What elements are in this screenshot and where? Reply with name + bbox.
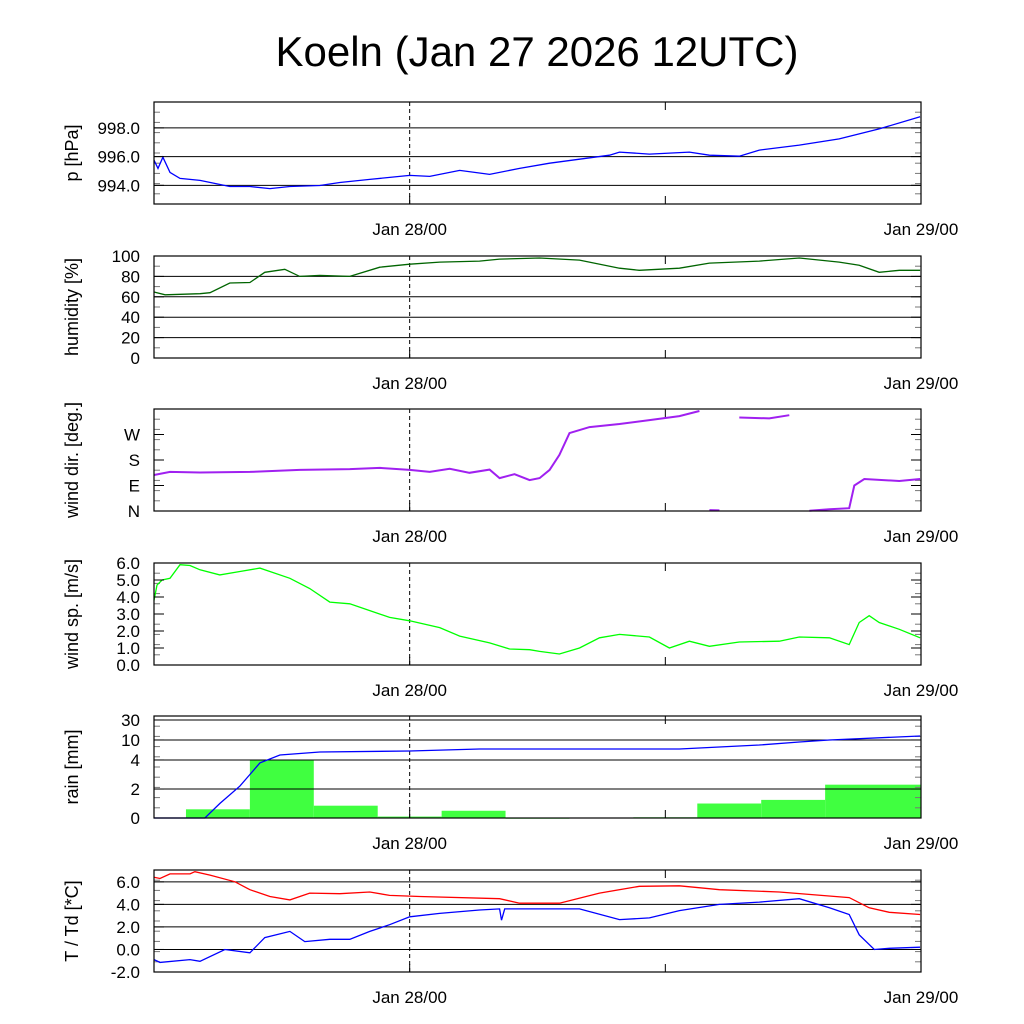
x-tick-label: Jan 29/00 — [884, 374, 959, 393]
windspeed-line-0 — [153, 564, 921, 655]
rain-bar-4 — [441, 810, 506, 818]
chart-title: Koeln (Jan 27 2026 12UTC) — [276, 28, 799, 75]
y-tick-label: 4 — [131, 751, 140, 770]
y-tick-label: 2.0 — [116, 622, 140, 641]
x-tick-label: Jan 28/00 — [372, 834, 447, 853]
winddir-line-0-seg3 — [809, 477, 921, 512]
x-tick-label: Jan 29/00 — [884, 834, 959, 853]
x-tick-label: Jan 28/00 — [372, 374, 447, 393]
y-tick-label: 40 — [121, 308, 140, 327]
y-axis-label: p [hPa] — [62, 124, 82, 181]
plot-frame — [153, 255, 922, 359]
plot-frame — [153, 101, 922, 205]
temperature-line-1 — [153, 898, 921, 964]
y-tick-label: 4.0 — [116, 588, 140, 607]
y-tick-label: 100 — [112, 247, 140, 266]
y-axis-label: wind sp. [m/s] — [62, 559, 82, 670]
panel-pressure: 994.0 996.0 998.0 Jan 28/00 Jan 29/00 p [hPa] — [62, 101, 959, 239]
plot-frame — [153, 562, 922, 666]
x-tick-label: Jan 28/00 — [372, 681, 447, 700]
y-tick-label: W — [124, 426, 140, 445]
rain-bar-10 — [825, 784, 921, 818]
panel-temperature: -2.0 0.0 2.0 4.0 6.0 Jan 28/00 Jan 29/00 T / Td… — [62, 869, 959, 1007]
y-tick-label: 994.0 — [97, 176, 140, 195]
y-axis-label: rain [mm] — [62, 729, 82, 804]
y-tick-label: 2.0 — [116, 918, 140, 937]
x-tick-label: Jan 29/00 — [884, 220, 959, 239]
x-tick-label: Jan 28/00 — [372, 527, 447, 546]
rain-bar-8 — [697, 803, 762, 818]
y-tick-label: N — [128, 502, 140, 521]
plot-frame — [153, 408, 922, 512]
pressure-line-0 — [153, 116, 921, 190]
y-tick-label: 0.0 — [116, 940, 140, 959]
y-tick-label: 0 — [131, 349, 140, 368]
humidity-line-0 — [153, 257, 921, 296]
x-tick-label: Jan 29/00 — [884, 681, 959, 700]
y-tick-label: 2 — [131, 780, 140, 799]
y-tick-label: E — [129, 477, 140, 496]
y-tick-label: 4.0 — [116, 895, 140, 914]
y-axis-label: wind dir. [deg.] — [62, 402, 82, 519]
y-tick-label: S — [129, 451, 140, 470]
y-tick-label: 996.0 — [97, 148, 140, 167]
y-tick-label: 20 — [121, 329, 140, 348]
y-tick-label: 5.0 — [116, 571, 140, 590]
y-tick-label: 60 — [121, 288, 140, 307]
panel-windspeed: 0.01.02.03.04.05.06.0 Jan 28/00 Jan 29/00 w… — [62, 554, 958, 700]
y-tick-label: -2.0 — [111, 963, 140, 982]
y-tick-label: 10 — [121, 731, 140, 750]
plot-frame — [153, 869, 922, 973]
rain-bar-0 — [185, 809, 250, 818]
y-tick-label: 6.0 — [116, 554, 140, 573]
x-tick-label: Jan 29/00 — [884, 527, 959, 546]
rain-bar-9 — [761, 799, 826, 818]
winddir-line-0-seg0 — [153, 410, 700, 482]
x-tick-label: Jan 28/00 — [372, 220, 447, 239]
y-tick-label: 80 — [121, 267, 140, 286]
y-tick-label: 3.0 — [116, 605, 140, 624]
winddir-line-0-seg2 — [739, 414, 790, 420]
y-tick-label: 0 — [131, 809, 140, 828]
y-tick-label: 30 — [121, 711, 140, 730]
x-tick-label: Jan 28/00 — [372, 988, 447, 1007]
y-tick-label: 998.0 — [97, 119, 140, 138]
y-axis-label: humidity [%] — [62, 258, 82, 356]
rain-line-0 — [154, 735, 921, 819]
y-tick-label: 6.0 — [116, 873, 140, 892]
temperature-line-0 — [153, 871, 921, 916]
plot-frame — [153, 715, 922, 819]
y-tick-label: 1.0 — [116, 639, 140, 658]
rain-bar-2 — [313, 805, 378, 818]
y-axis-label: T / Td [*C] — [62, 880, 82, 961]
x-tick-label: Jan 29/00 — [884, 988, 959, 1007]
y-tick-label: 0.0 — [116, 656, 140, 675]
